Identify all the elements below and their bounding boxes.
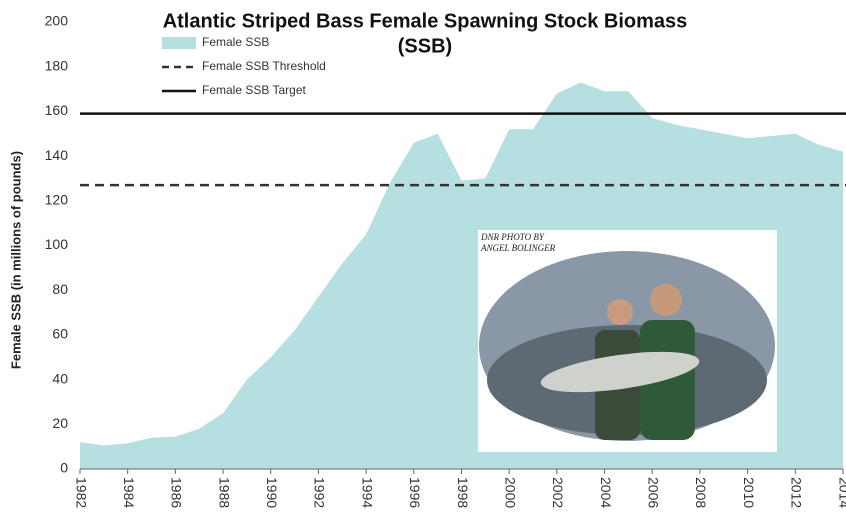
- photo-caption: DNR PHOTO BY: [480, 232, 545, 242]
- x-tick-label: 2014: [836, 477, 846, 508]
- photo-person-head: [607, 299, 633, 325]
- y-tick-label: 180: [45, 57, 69, 73]
- y-tick-label: 120: [45, 192, 69, 208]
- y-tick-label: 20: [52, 415, 68, 431]
- x-tick-label: 2006: [646, 477, 662, 508]
- y-axis-label: Female SSB (in millions of pounds): [8, 151, 23, 369]
- x-tick-label: 2010: [741, 477, 757, 508]
- photo-caption: ANGEL BOLINGER: [480, 243, 556, 253]
- x-tick-label: 2004: [598, 477, 614, 508]
- y-tick-label: 100: [45, 236, 69, 252]
- y-tick-label: 40: [52, 370, 68, 386]
- x-tick-label: 2000: [502, 477, 518, 508]
- legend-swatch: [162, 37, 196, 49]
- y-tick-label: 0: [60, 460, 68, 476]
- legend-label: Female SSB: [202, 35, 269, 49]
- photo-fish: [540, 351, 700, 393]
- x-tick-label: 1986: [169, 477, 185, 508]
- x-tick-label: 2008: [693, 477, 709, 508]
- chart-title: (SSB): [398, 35, 452, 57]
- legend-label: Female SSB Threshold: [202, 59, 326, 73]
- y-tick-label: 140: [45, 147, 69, 163]
- x-tick-label: 1992: [312, 477, 328, 508]
- x-tick-label: 1984: [121, 477, 137, 508]
- y-tick-label: 200: [45, 13, 69, 29]
- x-tick-label: 2002: [550, 477, 566, 508]
- y-tick-label: 60: [52, 326, 68, 342]
- photo-person: [640, 320, 695, 440]
- photo-person-head: [650, 284, 682, 316]
- legend-label: Female SSB Target: [202, 83, 306, 97]
- chart-title: Atlantic Striped Bass Female Spawning St…: [163, 10, 688, 32]
- photo: DNR PHOTO BY ANGEL BOLINGER: [478, 230, 777, 452]
- y-tick-label: 160: [45, 102, 69, 118]
- x-tick-label: 1994: [359, 477, 375, 508]
- x-tick-label: 1982: [73, 477, 89, 508]
- x-tick-label: 1996: [407, 477, 423, 508]
- x-tick-label: 2012: [789, 477, 805, 508]
- x-tick-label: 1990: [264, 477, 280, 508]
- y-tick-label: 80: [52, 281, 68, 297]
- x-tick-label: 1998: [455, 477, 471, 508]
- x-tick-label: 1988: [216, 477, 232, 508]
